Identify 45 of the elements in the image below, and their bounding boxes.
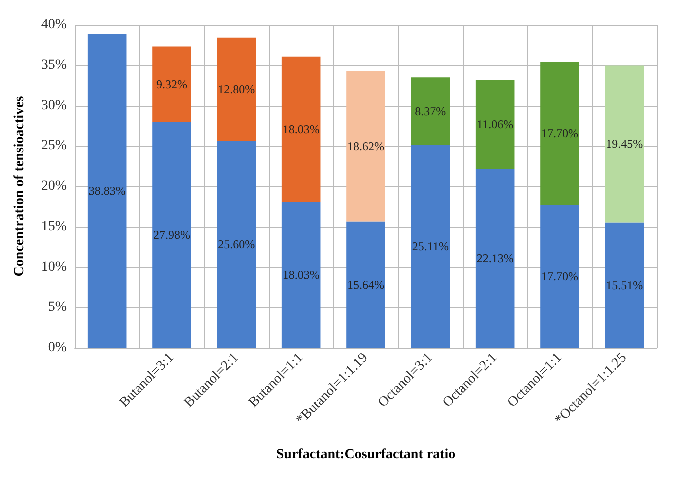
- bar: [346, 71, 386, 222]
- y-tick-label: 30%: [41, 98, 68, 114]
- bar: [540, 62, 580, 206]
- bar: [605, 222, 644, 348]
- data-label: 9.32%: [156, 77, 188, 92]
- bar: [411, 78, 450, 146]
- data-label: 8.37%: [415, 104, 446, 118]
- y-tick-label: 10%: [41, 260, 68, 275]
- bar: [282, 202, 321, 348]
- data-label: 18.03%: [282, 122, 320, 137]
- data-label: 19.45%: [606, 137, 644, 152]
- data-label: 17.70%: [542, 270, 578, 284]
- data-label: 22.13%: [476, 252, 514, 266]
- bar: [540, 205, 580, 348]
- bar: [152, 46, 192, 122]
- y-tick-label: 5%: [48, 300, 68, 316]
- data-label: 18.62%: [348, 140, 384, 154]
- y-tick-label: 20%: [41, 179, 68, 194]
- data-label: 38.83%: [88, 184, 126, 198]
- data-label: 18.03%: [282, 268, 320, 282]
- data-label: 27.98%: [154, 228, 190, 242]
- bar: [411, 145, 450, 348]
- bar: [346, 222, 386, 348]
- data-label: 25.11%: [412, 240, 449, 254]
- bar: [217, 141, 256, 348]
- data-label: 17.70%: [542, 126, 578, 141]
- y-tick-label: 0%: [48, 340, 68, 356]
- y-tick-label: 40%: [41, 18, 68, 32]
- bar: [476, 169, 515, 348]
- data-label: 15.51%: [606, 278, 644, 292]
- y-tick-label: 35%: [41, 58, 68, 73]
- y-axis-title: Concentration of tensioactives: [12, 96, 28, 277]
- bar: [152, 122, 192, 348]
- y-tick-label: 15%: [41, 219, 68, 234]
- x-axis-title: Surfactant:Cosurfactant ratio: [276, 448, 456, 462]
- bar: [282, 56, 321, 202]
- data-label: 25.60%: [218, 238, 256, 252]
- bar: [217, 38, 256, 142]
- data-label: 15.64%: [348, 278, 384, 292]
- bar: [476, 80, 515, 170]
- bar: [605, 66, 644, 223]
- y-tick-label: 25%: [41, 138, 68, 154]
- data-label: 11.06%: [477, 118, 514, 132]
- data-label: 12.80%: [218, 82, 256, 97]
- bar: [88, 34, 127, 348]
